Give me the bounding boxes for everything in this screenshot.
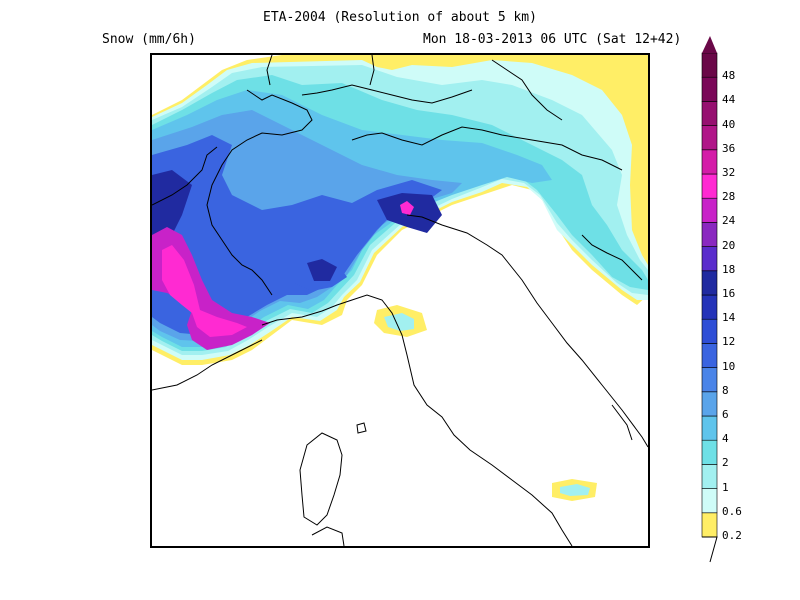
color-scale-top-arrow xyxy=(702,36,717,53)
color-swatch-14 xyxy=(701,294,718,320)
color-scale-bottom-arrow xyxy=(702,536,718,563)
color-scale-label: 32 xyxy=(722,166,736,179)
color-scale-label: 1 xyxy=(722,480,729,494)
color-scale-label: 28 xyxy=(722,190,736,204)
color-scale-label: 14 xyxy=(722,311,736,325)
color-scale-label: 12 xyxy=(722,335,736,349)
color-swatch-10 xyxy=(701,343,718,368)
color-swatch-0.6 xyxy=(701,488,718,514)
color-scale-label: 4 xyxy=(722,432,729,446)
color-swatch-20 xyxy=(701,222,718,247)
color-swatch-40 xyxy=(701,101,718,126)
color-swatch-28 xyxy=(701,173,718,199)
color-scale-label: 48 xyxy=(722,69,736,83)
color-scale-label: 20 xyxy=(722,238,736,252)
color-scale-label: 0.6 xyxy=(722,504,742,518)
color-scale-label: 0.2 xyxy=(722,529,742,542)
color-swatch-8 xyxy=(701,367,718,393)
color-swatch-2 xyxy=(701,439,718,465)
chart-title: ETA-2004 (Resolution of about 5 km) xyxy=(263,10,537,25)
field-10 xyxy=(152,135,442,335)
color-swatch-48 xyxy=(701,52,718,78)
color-swatch-0.2 xyxy=(701,512,718,538)
color-swatch-16 xyxy=(701,270,718,296)
color-scale-label: 40 xyxy=(722,117,736,131)
color-scale-label: 18 xyxy=(722,262,736,276)
color-swatch-18 xyxy=(701,246,718,272)
color-swatch-24 xyxy=(701,197,718,223)
field-28 xyxy=(162,245,247,337)
field-28b xyxy=(400,201,414,215)
color-scale-label: 36 xyxy=(722,141,736,155)
color-swatch-4 xyxy=(701,415,718,441)
color-swatch-44 xyxy=(701,76,718,102)
coastlines xyxy=(152,55,648,546)
field-light-small xyxy=(384,313,414,331)
color-swatch-6 xyxy=(701,391,718,417)
color-scale-label: 24 xyxy=(722,214,736,228)
color-scale-label: 10 xyxy=(722,359,736,373)
color-swatch-36 xyxy=(701,125,718,151)
color-swatch-1 xyxy=(701,464,718,489)
valid-time-label: Mon 18-03-2013 06 UTC (Sat 12+42) xyxy=(423,32,682,47)
field-16 xyxy=(152,170,192,240)
map-panel xyxy=(150,53,650,548)
field-16c xyxy=(307,259,337,281)
color-swatch-12 xyxy=(701,318,718,344)
color-swatch-32 xyxy=(701,149,718,175)
color-scale-label: 44 xyxy=(722,93,736,107)
color-scale-label: 2 xyxy=(722,456,729,470)
field-light-small-2 xyxy=(560,484,590,496)
precipitation-map xyxy=(152,55,648,546)
color-scale-label: 6 xyxy=(722,408,729,421)
color-scale-label: 16 xyxy=(722,287,736,300)
color-scale-label: 8 xyxy=(722,383,729,397)
variable-label: Snow (mm/6h) xyxy=(102,32,196,47)
